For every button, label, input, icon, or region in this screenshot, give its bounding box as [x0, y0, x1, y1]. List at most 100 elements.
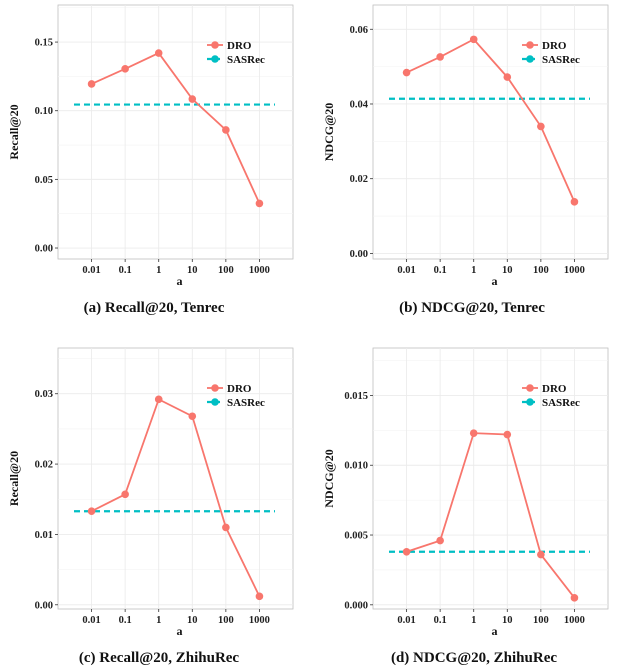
dro-point: [469, 429, 478, 437]
dro-point: [188, 95, 197, 103]
x-tick-label: 100: [533, 265, 549, 276]
chart-panel-2: 0.00 0.02 0.04 0.06 0.01 0.1 1 10 100 1000 a NDCG@2…: [322, 4, 609, 316]
y-tick-label: 0.03: [35, 389, 53, 400]
legend-dro-marker: [211, 41, 219, 49]
x-tick-label: 0.1: [119, 265, 132, 276]
dro-point: [121, 490, 129, 499]
dro-point: [87, 507, 96, 516]
chart-panel-1: 0.00 0.05 0.10 0.15 0.01 0.1 1 10 100 1000 a Recall…: [7, 4, 294, 316]
dro-point: [121, 65, 129, 73]
plot-area: [372, 4, 609, 260]
y-tick-label: 0.02: [35, 460, 53, 471]
x-tick-label: 0.1: [434, 615, 447, 626]
y-tick-label: 0.010: [344, 461, 368, 472]
x-axis-title: a: [177, 274, 183, 288]
dro-point: [570, 198, 579, 206]
chart-panel-3: 0.00 0.01 0.02 0.03 0.01 0.1 1 10 100 1000 a Recall…: [7, 347, 294, 666]
x-tick-label: 1000: [564, 265, 585, 276]
y-tick-label: 0.00: [35, 244, 53, 255]
dro-point: [154, 49, 163, 57]
y-tick-label: 0.015: [344, 391, 368, 402]
x-tick-label: 1000: [249, 265, 270, 276]
dro-line: [91, 398, 261, 597]
dro-point: [154, 395, 163, 404]
legend-sasrec-marker: [526, 55, 534, 63]
x-tick-label: 0.01: [82, 615, 100, 626]
legend-dro-marker: [526, 384, 534, 392]
x-tick-label: 0.1: [434, 265, 447, 276]
y-tick-label: 0.05: [35, 175, 53, 186]
legend-sasrec-label: SASRec: [542, 397, 580, 409]
dro-point: [469, 35, 478, 44]
legend-sasrec-marker: [211, 55, 219, 63]
x-tick-label: 10: [502, 265, 513, 276]
dro-point: [570, 594, 579, 602]
x-axis-title: a: [492, 624, 498, 638]
dro-point: [537, 550, 545, 559]
dro-point: [255, 199, 264, 208]
legend-dro-marker: [211, 384, 219, 392]
x-axis-title: a: [492, 274, 498, 288]
legend-dro-label: DRO: [227, 383, 252, 395]
y-tick-label: 0.06: [350, 25, 368, 36]
y-tick-label: 0.15: [35, 38, 53, 49]
legend-sasrec-label: SASRec: [542, 54, 580, 66]
dro-point: [402, 68, 411, 77]
x-tick-label: 100: [533, 615, 549, 626]
x-tick-label: 1000: [564, 615, 585, 626]
dro-point: [402, 547, 411, 556]
x-tick-label: 0.01: [397, 615, 415, 626]
legend-sasrec-marker: [526, 398, 534, 406]
y-tick-label: 0.04: [350, 99, 369, 110]
y-tick-label: 0.00: [350, 249, 368, 260]
x-tick-label: 10: [187, 265, 198, 276]
dro-point: [503, 430, 512, 439]
y-axis-title: NDCG@20: [322, 103, 336, 162]
y-axis-title: Recall@20: [7, 451, 21, 506]
y-axis-title: NDCG@20: [322, 449, 336, 508]
y-tick-label: 0.000: [344, 600, 368, 611]
dro-line: [91, 51, 261, 204]
dro-point: [537, 122, 545, 131]
dro-point: [188, 412, 197, 421]
legend-dro-label: DRO: [542, 40, 567, 52]
y-tick-label: 0.02: [350, 174, 368, 185]
legend: DRO SASRec: [522, 40, 580, 66]
dro-point: [255, 592, 264, 601]
legend-dro-label: DRO: [542, 383, 567, 395]
x-tick-label: 100: [218, 265, 234, 276]
legend-sasrec-marker: [211, 398, 219, 406]
plot-area: [57, 4, 294, 260]
plot-area: [372, 347, 609, 610]
legend: DRO SASRec: [207, 383, 265, 409]
y-tick-label: 0.10: [35, 106, 53, 117]
x-tick-label: 10: [187, 615, 198, 626]
panel-caption: (b) NDCG@20, Tenrec: [399, 300, 545, 316]
dro-point: [87, 80, 96, 88]
legend-dro-marker: [526, 41, 534, 49]
x-tick-label: 0.01: [397, 265, 415, 276]
legend: DRO SASRec: [207, 40, 265, 66]
panel-caption: (c) Recall@20, ZhihuRec: [79, 650, 240, 666]
x-tick-label: 1: [156, 265, 161, 276]
x-tick-label: 1: [471, 265, 476, 276]
chart-panel-4: 0.000 0.005 0.010 0.015 0.01 0.1 1 10 100 1000 a ND…: [322, 347, 609, 666]
legend-dro-label: DRO: [227, 40, 252, 52]
x-tick-label: 1: [471, 615, 476, 626]
panel-caption: (d) NDCG@20, ZhihuRec: [391, 650, 557, 666]
x-tick-label: 1000: [249, 615, 270, 626]
y-tick-label: 0.01: [35, 530, 53, 541]
dro-line: [406, 432, 576, 599]
dro-point: [222, 126, 230, 134]
x-tick-label: 10: [502, 615, 513, 626]
y-tick-label: 0.005: [344, 531, 368, 542]
dro-point: [222, 523, 230, 532]
y-tick-label: 0.00: [35, 600, 53, 611]
legend-sasrec-label: SASRec: [227, 397, 265, 409]
x-axis-title: a: [177, 624, 183, 638]
x-tick-label: 1: [156, 615, 161, 626]
dro-point: [503, 73, 512, 81]
x-tick-label: 0.01: [82, 265, 100, 276]
dro-line: [406, 38, 576, 203]
